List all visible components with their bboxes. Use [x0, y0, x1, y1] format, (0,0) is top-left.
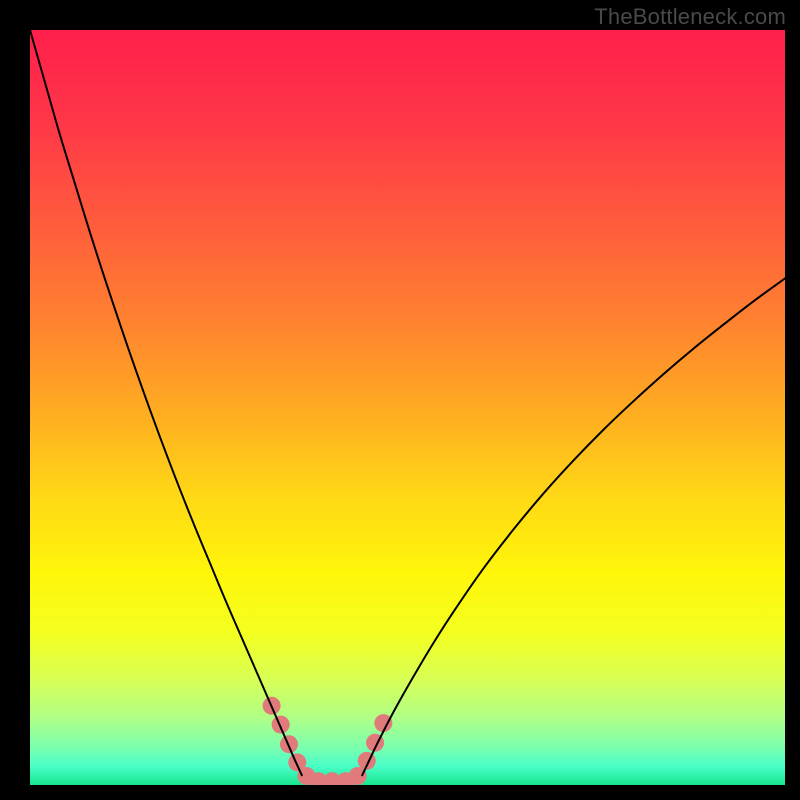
gradient-background	[30, 30, 785, 785]
plot-area	[30, 30, 785, 785]
watermark-text: TheBottleneck.com	[594, 4, 786, 30]
chart-frame: TheBottleneck.com	[0, 0, 800, 800]
